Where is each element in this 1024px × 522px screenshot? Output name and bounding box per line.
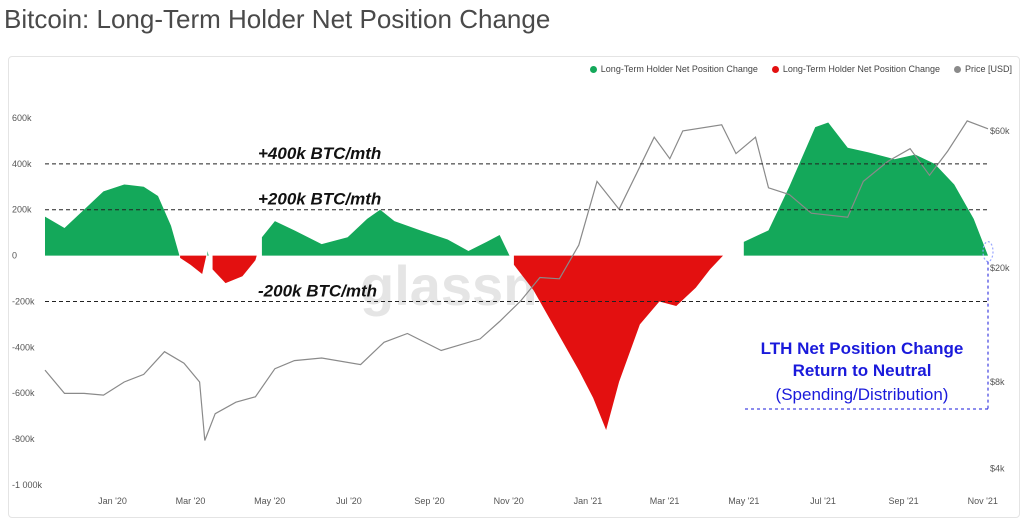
annotation-line-2: Return to Neutral xyxy=(793,361,932,380)
x-tick-0: Jan '20 xyxy=(98,496,127,506)
positive-area-4 xyxy=(261,209,510,256)
y-left-tick-8: -1 000k xyxy=(12,480,43,490)
y-left-tick-1: 400k xyxy=(12,159,32,169)
legend-label-price: Price [USD] xyxy=(964,64,1012,74)
reference-lines: +400k BTC/mth +200k BTC/mth -200k BTC/mth xyxy=(45,144,988,302)
legend-item-lth-negative[interactable]: Long-Term Holder Net Position Change xyxy=(771,64,940,74)
positive-area-6 xyxy=(743,122,988,256)
legend-label-lth-positive: Long-Term Holder Net Position Change xyxy=(600,64,758,74)
legend-label-lth-negative: Long-Term Holder Net Position Change xyxy=(782,64,940,74)
positive-area-0 xyxy=(45,184,180,256)
y-left-tick-3: 0 xyxy=(12,251,17,261)
negative-area-1 xyxy=(180,255,207,274)
y-right-tick-3: $4k xyxy=(990,463,1005,473)
x-tick-11: Nov '21 xyxy=(968,496,998,506)
x-tick-7: Mar '21 xyxy=(650,496,680,506)
x-tick-4: Sep '20 xyxy=(414,496,444,506)
reference-label-2: -200k BTC/mth xyxy=(258,281,377,300)
x-tick-3: Jul '20 xyxy=(336,496,362,506)
annotation-group: LTH Net Position Change Return to Neutral… xyxy=(745,240,994,410)
legend-item-lth-positive[interactable]: Long-Term Holder Net Position Change xyxy=(589,64,758,74)
price-line xyxy=(44,120,989,441)
x-tick-9: Jul '21 xyxy=(810,496,836,506)
positive-area-2 xyxy=(207,251,209,256)
x-tick-5: Nov '20 xyxy=(494,496,524,506)
legend: Long-Term Holder Net Position Change Lon… xyxy=(589,64,1012,74)
x-tick-1: Mar '20 xyxy=(176,496,206,506)
annotation-line-3: (Spending/Distribution) xyxy=(776,385,949,404)
chart-panel xyxy=(8,56,1020,518)
net-position-areas xyxy=(45,122,988,430)
y-left-tick-7: -800k xyxy=(12,434,35,444)
reference-label-0: +400k BTC/mth xyxy=(258,144,381,163)
axes: 600k 400k 200k 0 -200k -400k -600k -800k -1 000k… xyxy=(12,113,1010,506)
y-right-tick-1: $20k xyxy=(990,263,1010,273)
negative-area-3 xyxy=(212,255,257,284)
y-right-tick-0: $60k xyxy=(990,126,1010,136)
negative-area-5 xyxy=(513,255,724,430)
y-left-tick-5: -400k xyxy=(12,342,35,352)
legend-dot-red xyxy=(771,65,779,73)
legend-item-price[interactable]: Price [USD] xyxy=(953,64,1012,74)
x-tick-6: Jan '21 xyxy=(574,496,603,506)
y-right-tick-2: $8k xyxy=(990,377,1005,387)
y-left-tick-2: 200k xyxy=(12,205,32,215)
x-tick-2: May '20 xyxy=(254,496,285,506)
legend-dot-green xyxy=(589,65,597,73)
annotation-line-1: LTH Net Position Change xyxy=(761,339,964,358)
y-left-tick-4: -200k xyxy=(12,296,35,306)
chart-title: Bitcoin: Long-Term Holder Net Position C… xyxy=(4,4,551,34)
x-tick-10: Sep '21 xyxy=(888,496,918,506)
x-tick-8: May '21 xyxy=(728,496,759,506)
reference-label-1: +200k BTC/mth xyxy=(258,190,381,209)
price-line-group xyxy=(44,120,989,441)
legend-dot-grey xyxy=(953,65,961,73)
y-left-tick-6: -600k xyxy=(12,388,35,398)
y-left-tick-0: 600k xyxy=(12,113,32,123)
